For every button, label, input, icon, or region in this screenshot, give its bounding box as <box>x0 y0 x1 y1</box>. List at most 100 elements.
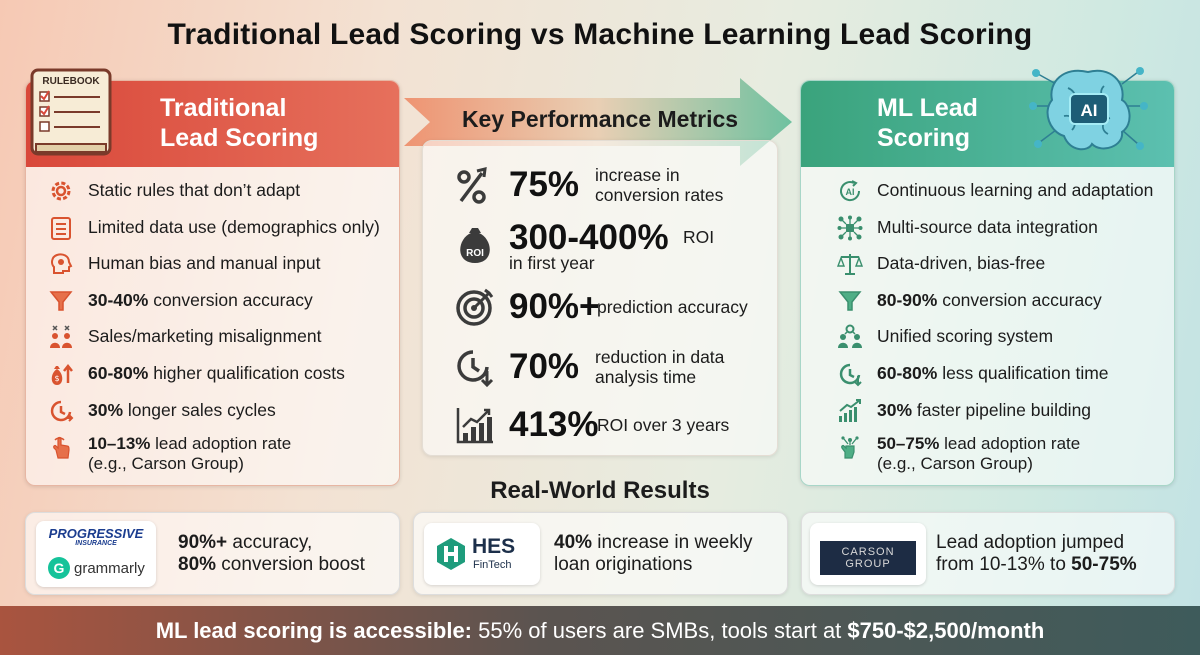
ai-label: AI <box>1081 101 1098 120</box>
metric-desc: reduction in data analysis time <box>595 347 725 387</box>
list-item: 50–75% lead adoption rate (e.g., Carson G… <box>801 434 1174 474</box>
progressive-logo: PROGRESSIVE INSURANCE <box>48 526 144 547</box>
rulebook-icon: RULEBOOK <box>30 68 112 156</box>
funnel-icon <box>838 291 862 311</box>
item-text: longer sales cycles <box>123 399 276 420</box>
clock-arrow-icon <box>50 400 74 422</box>
results-title: Real-World Results <box>490 477 710 504</box>
carson-logo: CARSON GROUP <box>820 541 916 575</box>
list-item: 80-90% conversion accuracy <box>801 288 1174 325</box>
list-item: 30% longer sales cycles <box>26 398 399 435</box>
target-icon <box>456 288 494 326</box>
metric-desc: ROI <box>683 227 715 247</box>
metric-item: 413% ROI over 3 years <box>423 395 777 455</box>
unified-people-icon <box>838 324 862 349</box>
item-text: Continuous learning and adaptation <box>877 180 1154 200</box>
item-text: conversion accuracy <box>937 289 1102 310</box>
item-text-line2: (e.g., Carson Group) <box>88 454 244 474</box>
money-bag-up-icon: $ <box>51 363 73 385</box>
traditional-list: Static rules that don’t adapt Limited da… <box>26 178 399 474</box>
metrics-title: Key Performance Metrics <box>461 106 739 132</box>
clock-down-icon <box>457 350 494 387</box>
metric-item: 70% reduction in data analysis time <box>423 337 777 397</box>
svg-text:$: $ <box>54 374 59 383</box>
percent-arrow-icon <box>457 167 487 204</box>
item-text: Limited data use (demographics only) <box>88 216 380 237</box>
hes-logo-sub: FinTech <box>473 559 512 571</box>
clock-down-icon <box>839 363 862 387</box>
logo-box: PROGRESSIVE INSURANCE G grammarly <box>36 521 156 587</box>
network-nodes-icon <box>837 215 863 241</box>
metric-desc: ROI over 3 years <box>597 415 730 435</box>
logo-box: CARSON GROUP <box>810 523 926 585</box>
list-item: Sales/marketing misalignment <box>26 324 399 361</box>
ml-title-line2: Scoring <box>877 124 971 152</box>
grammarly-logo: grammarly <box>74 560 145 577</box>
traditional-title-line1: Traditional <box>160 94 287 122</box>
bar-growth-icon <box>839 398 861 422</box>
metric-desc: increase in conversion rates <box>595 165 724 205</box>
metric-item: 90%+ prediction accuracy <box>423 277 777 337</box>
metric-item: 75% increase in conversion rates <box>423 155 777 215</box>
item-text: conversion accuracy <box>148 289 313 310</box>
list-item: Data-driven, bias-free <box>801 251 1174 288</box>
traditional-title-line2: Lead Scoring <box>160 124 319 152</box>
ai-cycle-icon: AI <box>840 180 861 202</box>
metric-value: 70% <box>509 347 580 386</box>
item-text: Multi-source data integration <box>877 216 1098 237</box>
result-card: PROGRESSIVE INSURANCE G grammarly 90%+ a… <box>25 512 400 595</box>
hes-logo: HES <box>472 535 516 558</box>
result-card: HES FinTech 40% increase in weekly loan … <box>413 512 788 595</box>
hes-mark-icon <box>437 538 465 570</box>
list-item: 30-40% conversion accuracy <box>26 288 399 325</box>
item-text: less qualification time <box>937 362 1109 383</box>
metric-value: 300-400% <box>509 218 669 257</box>
result-card: CARSON GROUP Lead adoption jumped from 1… <box>801 512 1175 595</box>
item-text: Static rules that don’t adapt <box>88 180 301 200</box>
checklist-icon <box>51 216 71 240</box>
metric-desc-line2: in first year <box>509 253 595 273</box>
metric-item: ROI 300-400% ROI in first year <box>423 215 777 275</box>
card-text: Lead adoption jumped from 10-13% to 50-7… <box>936 532 1137 575</box>
item-text: faster pipeline building <box>912 399 1092 420</box>
list-item: 30% faster pipeline building <box>801 398 1174 435</box>
roi-bag-icon: ROI <box>460 228 490 263</box>
metric-value: 75% <box>509 165 580 204</box>
scales-icon <box>837 254 863 276</box>
list-item: $ 60-80% higher qualification costs <box>26 361 399 398</box>
list-item: Unified scoring system <box>801 324 1174 361</box>
rulebook-label: RULEBOOK <box>42 76 100 87</box>
hand-growth-icon <box>841 436 859 459</box>
hand-pointer-icon <box>53 437 70 459</box>
ml-title: ML Lead Scoring <box>877 93 1017 153</box>
footer-banner: ML lead scoring is accessible: 55% of us… <box>0 606 1200 655</box>
item-text: higher qualification costs <box>148 362 345 383</box>
card-text: 90%+ accuracy, 80% conversion boost <box>178 532 365 575</box>
list-item: Human bias and manual input <box>26 251 399 288</box>
item-text-line2: (e.g., Carson Group) <box>877 454 1033 474</box>
list-item: Static rules that don’t adapt <box>26 178 399 215</box>
ml-title-line1: ML Lead <box>877 94 978 122</box>
list-item: Multi-source data integration <box>801 215 1174 252</box>
item-text: lead adoption rate <box>150 434 292 454</box>
ml-list: AI Continuous learning and adaptation Mu… <box>801 178 1174 474</box>
item-text: lead adoption rate <box>939 434 1081 454</box>
card-text: 40% increase in weekly loan originations <box>554 532 753 575</box>
logo-box: HES FinTech <box>424 523 540 585</box>
page-title: Traditional Lead Scoring vs Machine Lear… <box>167 18 1033 51</box>
metric-desc: prediction accuracy <box>597 297 748 317</box>
metrics-card: 75% increase in conversion rates ROI 300-… <box>422 140 778 456</box>
metric-value: 90%+ <box>509 287 600 326</box>
item-text: Sales/marketing misalignment <box>88 326 322 347</box>
traditional-title: Traditional Lead Scoring <box>160 93 360 153</box>
ai-brain-icon: AI <box>1029 67 1148 151</box>
item-text: Data-driven, bias-free <box>877 253 1046 274</box>
bar-chart-up-icon <box>456 408 493 444</box>
item-text: Human bias and manual input <box>88 253 321 274</box>
svg-text:ROI: ROI <box>466 248 484 259</box>
list-item: Limited data use (demographics only) <box>26 215 399 252</box>
metric-value: 413% <box>509 405 599 444</box>
list-item: 10–13% lead adoption rate (e.g., Carson G… <box>26 434 399 474</box>
item-text: Unified scoring system <box>877 326 1054 347</box>
gear-icon <box>51 181 71 201</box>
